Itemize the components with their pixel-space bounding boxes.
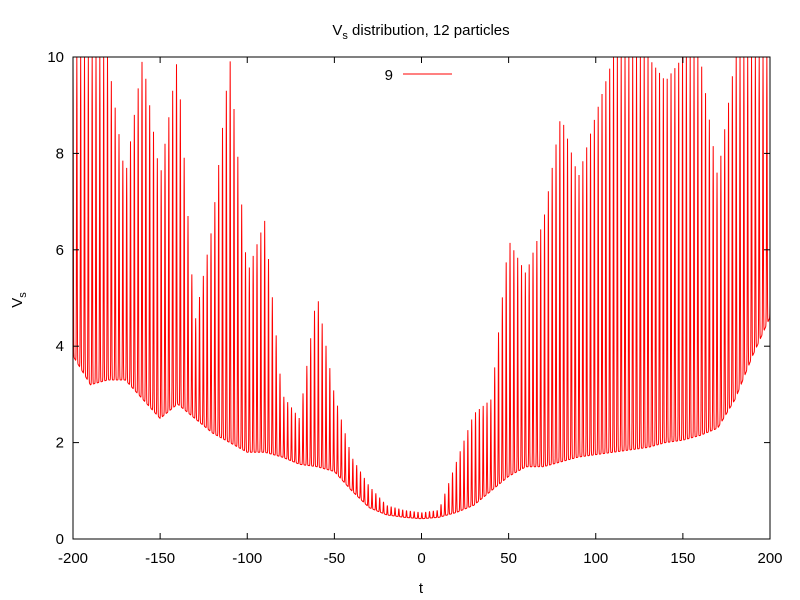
x-tick-label: 0 (417, 550, 425, 567)
x-tick-label: 150 (670, 550, 695, 567)
x-tick-label: 100 (583, 550, 608, 567)
x-axis-label: t (419, 580, 424, 597)
x-tick-label: -200 (58, 550, 88, 567)
y-tick-label: 6 (56, 242, 64, 259)
y-tick-label: 4 (56, 338, 64, 355)
x-tick-label: 200 (757, 550, 782, 567)
axis-ticks (72, 56, 771, 540)
x-tick-label: 50 (500, 550, 517, 567)
y-tick-label: 0 (56, 531, 64, 548)
y-tick-label: 2 (56, 435, 64, 452)
y-tick-label: 10 (47, 49, 64, 66)
legend-entry-9-label: 9 (385, 67, 393, 84)
x-tick-label: -50 (324, 550, 346, 567)
y-tick-label: 8 (56, 145, 64, 162)
x-tick-label: -150 (145, 550, 175, 567)
legend: 9 (385, 67, 452, 84)
plot-area (73, 57, 770, 520)
series-9-line (73, 57, 770, 520)
chart-title: Vs distribution, 12 particles (332, 22, 509, 42)
y-tick-labels: 0 2 4 6 8 10 (47, 49, 64, 548)
y-axis-label: Vs (9, 292, 29, 308)
x-tick-labels: -200 -150 -100 -50 0 50 100 150 200 (58, 550, 783, 567)
x-tick-label: -100 (232, 550, 262, 567)
